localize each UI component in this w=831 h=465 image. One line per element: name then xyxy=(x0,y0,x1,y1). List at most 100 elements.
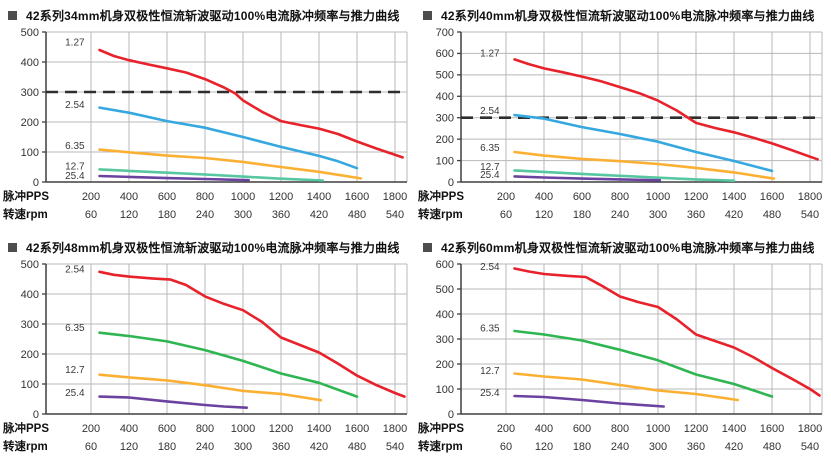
pps-tick-label: 600 xyxy=(158,191,176,203)
pps-tick-label: 1600 xyxy=(345,423,369,435)
chart-panel-48mm: 42系列48mm机身双极性恒流斩波驱动100%电流脉冲频率与推力曲线 0 100 2… xyxy=(0,232,415,465)
rpm-tick-label: 120 xyxy=(535,441,553,453)
rpm-tick-label: 480 xyxy=(348,209,366,221)
pps-tick-label: 800 xyxy=(611,423,629,435)
rpm-tick-label: 240 xyxy=(196,209,214,221)
rpm-tick-label: 420 xyxy=(310,209,328,221)
pps-tick-label: 1000 xyxy=(646,423,670,435)
y-tick-label: 0 xyxy=(448,177,454,189)
y-tick-label: 300 xyxy=(436,113,454,125)
series-line-6.35 xyxy=(98,331,359,398)
series-line-25.4 xyxy=(98,395,249,409)
series-label-1.27: 1.27 xyxy=(65,38,85,49)
series-label-12.7: 12.7 xyxy=(65,162,85,173)
chart-60mm: 0 100 200 300 400 500 600 200 60 400 120 600 180 800 2… xyxy=(417,259,823,453)
bullet-square-icon xyxy=(423,10,432,20)
rpm-axis-label: 转速rpm xyxy=(3,439,48,453)
chart-48mm: 0 100 200 300 400 500 200 60 400 120 600 180 800 240 1… xyxy=(2,259,408,453)
rpm-tick-label: 420 xyxy=(725,209,743,221)
pps-tick-label: 600 xyxy=(158,423,176,435)
pps-tick-label: 400 xyxy=(120,191,138,203)
rpm-tick-label: 360 xyxy=(687,441,705,453)
y-tick-label: 600 xyxy=(436,259,454,271)
pps-tick-label: 1400 xyxy=(722,423,746,435)
rpm-tick-label: 60 xyxy=(500,209,512,221)
series-line-12.7 xyxy=(513,372,740,402)
chart-header-34mm: 42系列34mm机身双极性恒流斩波驱动100%电流脉冲频率与推力曲线 xyxy=(0,0,415,24)
pps-tick-label: 1000 xyxy=(231,191,255,203)
series-line-6.35 xyxy=(98,148,363,180)
series-label-6.35: 6.35 xyxy=(480,143,500,154)
bullet-square-icon xyxy=(8,10,17,20)
y-tick-label: 500 xyxy=(21,27,39,39)
y-tick-label: 0 xyxy=(33,409,39,421)
series-line-2.54 xyxy=(513,267,821,397)
y-tick-label: 200 xyxy=(436,134,454,146)
y-tick-label: 200 xyxy=(21,349,39,361)
series-label-6.35: 6.35 xyxy=(65,141,85,152)
series-line-6.35 xyxy=(513,329,774,398)
series-label-25.4: 25.4 xyxy=(65,171,85,182)
pps-axis-label: 脉冲PPS xyxy=(417,421,464,435)
y-tick-label: 700 xyxy=(436,27,454,39)
series-label-2.54: 2.54 xyxy=(480,262,500,273)
pps-tick-label: 1600 xyxy=(345,191,369,203)
pps-tick-label: 1800 xyxy=(383,191,407,203)
chart-title-48mm: 42系列48mm机身双极性恒流斩波驱动100%电流脉冲频率与推力曲线 xyxy=(26,240,400,255)
rpm-tick-label: 360 xyxy=(687,209,705,221)
series-line-2.54 xyxy=(513,113,774,173)
rpm-tick-label: 360 xyxy=(272,209,290,221)
pps-tick-label: 1800 xyxy=(798,423,822,435)
rpm-tick-label: 480 xyxy=(348,441,366,453)
chart-panel-34mm: 42系列34mm机身双极性恒流斩波驱动100%电流脉冲频率与推力曲线 0 100 2… xyxy=(0,0,415,232)
series-label-25.4: 25.4 xyxy=(480,170,500,181)
series-label-25.4: 25.4 xyxy=(480,388,500,399)
pps-tick-label: 1200 xyxy=(684,423,708,435)
pps-axis-label: 脉冲PPS xyxy=(2,189,49,203)
y-tick-label: 0 xyxy=(33,177,39,189)
rpm-tick-label: 240 xyxy=(196,441,214,453)
pps-tick-label: 1400 xyxy=(307,423,331,435)
pps-tick-label: 800 xyxy=(196,423,214,435)
series-line-12.7 xyxy=(98,373,323,402)
bullet-square-icon xyxy=(423,242,432,252)
pps-tick-label: 400 xyxy=(535,423,553,435)
pps-tick-label: 200 xyxy=(82,191,100,203)
rpm-tick-label: 300 xyxy=(649,441,667,453)
rpm-tick-label: 540 xyxy=(801,209,819,221)
pps-tick-label: 400 xyxy=(120,423,138,435)
rpm-tick-label: 240 xyxy=(611,441,629,453)
series-line-1.27 xyxy=(98,48,404,159)
pps-tick-label: 1400 xyxy=(307,191,331,203)
pps-axis-label: 脉冲PPS xyxy=(417,189,464,203)
pps-tick-label: 1200 xyxy=(269,191,293,203)
series-label-1.27: 1.27 xyxy=(480,49,500,60)
rpm-tick-label: 480 xyxy=(763,209,781,221)
series-label-2.54: 2.54 xyxy=(480,106,500,117)
chart-header-40mm: 42系列40mm机身双极性恒流斩波驱动100%电流脉冲频率与推力曲线 xyxy=(415,0,831,24)
y-tick-label: 400 xyxy=(436,309,454,321)
series-line-1.27 xyxy=(513,58,819,161)
rpm-tick-label: 480 xyxy=(763,441,781,453)
series-label-12.7: 12.7 xyxy=(480,366,500,377)
rpm-tick-label: 60 xyxy=(85,441,97,453)
rpm-tick-label: 120 xyxy=(535,209,553,221)
pps-tick-label: 600 xyxy=(573,191,591,203)
y-tick-label: 300 xyxy=(436,334,454,346)
series-line-12.7 xyxy=(98,168,325,182)
rpm-tick-label: 180 xyxy=(573,441,591,453)
rpm-axis-label: 转速rpm xyxy=(418,439,463,453)
rpm-tick-label: 180 xyxy=(158,209,176,221)
chart-panel-40mm: 42系列40mm机身双极性恒流斩波驱动100%电流脉冲频率与推力曲线 0 100 2… xyxy=(415,0,831,232)
series-line-2.54 xyxy=(98,270,406,398)
chart-panel-60mm: 42系列60mm机身双极性恒流斩波驱动100%电流脉冲频率与推力曲线 0 100 2… xyxy=(415,232,831,465)
rpm-tick-label: 180 xyxy=(158,441,176,453)
rpm-tick-label: 180 xyxy=(573,209,591,221)
rpm-tick-label: 60 xyxy=(85,209,97,221)
series-line-6.35 xyxy=(513,150,776,180)
pps-tick-label: 1400 xyxy=(722,191,746,203)
y-tick-label: 400 xyxy=(21,57,39,69)
pps-axis-label: 脉冲PPS xyxy=(2,421,49,435)
series-line-12.7 xyxy=(513,169,736,182)
